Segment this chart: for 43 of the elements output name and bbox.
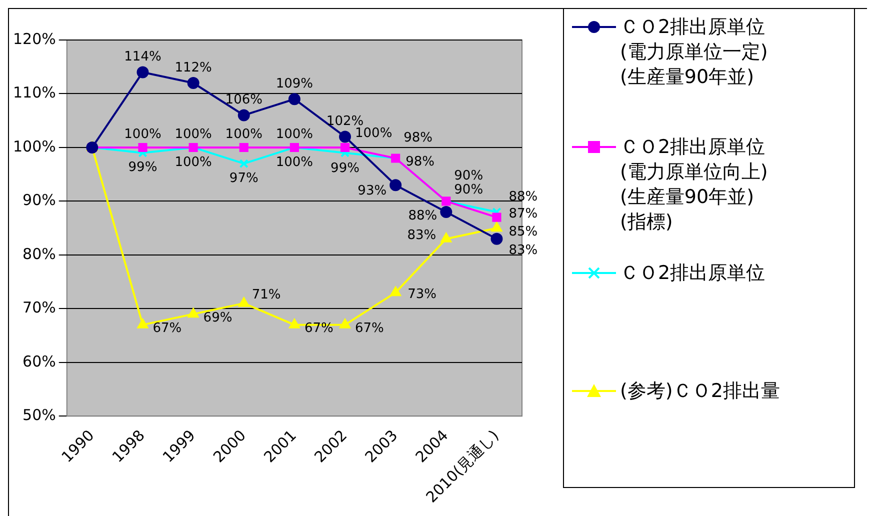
data-label: 90% xyxy=(454,182,484,198)
data-label: 112% xyxy=(174,60,212,76)
data-label: 93% xyxy=(358,183,387,198)
data-label: 67% xyxy=(152,321,182,336)
data-label: 99% xyxy=(330,161,360,176)
data-label: 114% xyxy=(124,50,162,65)
data-label: 100% xyxy=(225,126,262,142)
data-label: 67% xyxy=(304,321,334,336)
data-label: 97% xyxy=(229,170,258,186)
y-tick-label: 110% xyxy=(12,84,56,102)
data-label: 88% xyxy=(508,189,538,204)
data-label: 100% xyxy=(355,126,392,141)
y-tick-label: 50% xyxy=(22,406,56,424)
data-label: 100% xyxy=(124,126,162,142)
data-label: 73% xyxy=(408,286,436,302)
data-label: 100% xyxy=(174,154,212,170)
data-label: 83% xyxy=(407,228,436,244)
y-tick-label: 100% xyxy=(12,137,56,156)
y-tick-label: 90% xyxy=(22,191,56,210)
data-label: 98% xyxy=(404,130,432,146)
data-label: 69% xyxy=(203,310,232,326)
y-tick-label: 70% xyxy=(22,298,56,317)
y-tick-label: 60% xyxy=(22,352,56,370)
data-label: 106% xyxy=(225,92,262,108)
data-label: 98% xyxy=(406,154,434,170)
data-label: 109% xyxy=(276,76,314,92)
data-label: 100% xyxy=(276,154,314,170)
data-label: 85% xyxy=(508,224,538,240)
data-label: 90% xyxy=(454,168,484,184)
y-tick-label: 120% xyxy=(12,30,56,48)
legend-label: ＣＯ2排出原単位 xyxy=(620,261,766,286)
data-label: 83% xyxy=(508,243,538,258)
data-label: 88% xyxy=(408,208,438,224)
data-label: 100% xyxy=(174,126,212,142)
legend-label: ＣＯ2排出原単位(電力原単位向上)(生産量90年並)(指標) xyxy=(620,135,768,235)
data-label: 67% xyxy=(355,321,384,336)
legend-label: ＣＯ2排出原単位(電力原単位一定)(生産量90年並) xyxy=(620,15,768,90)
data-label: 99% xyxy=(128,160,158,176)
data-label: 71% xyxy=(252,288,281,303)
data-label: 87% xyxy=(508,206,538,222)
data-label: 100% xyxy=(276,126,314,142)
y-tick-label: 80% xyxy=(22,244,56,263)
legend-label: (参考)ＣＯ2排出量 xyxy=(620,379,780,404)
